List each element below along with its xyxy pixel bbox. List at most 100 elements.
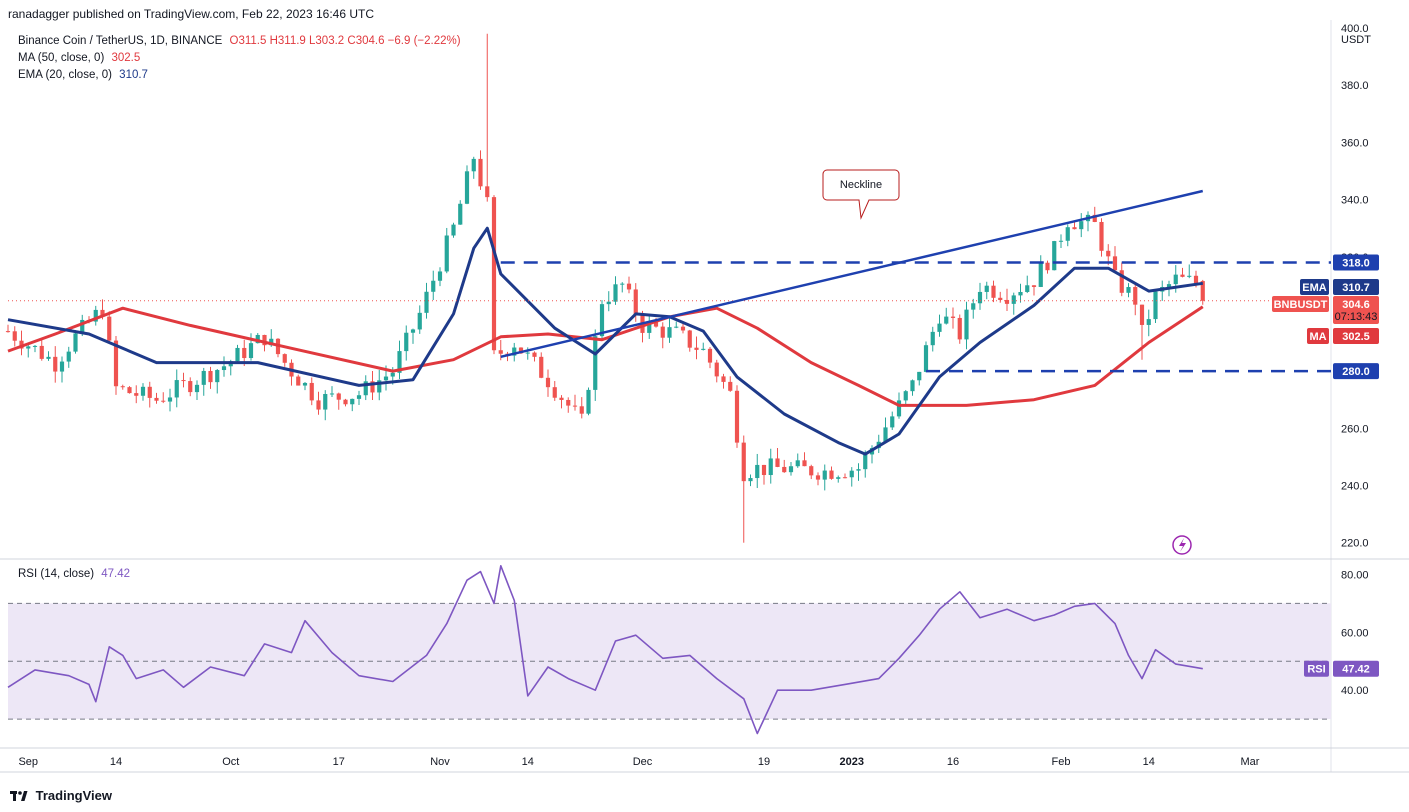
price-tick-label: 380.0 bbox=[1341, 80, 1369, 92]
candle-body bbox=[1146, 319, 1151, 325]
rsi-value: 47.42 bbox=[101, 568, 131, 580]
candle-body bbox=[586, 389, 591, 414]
rsi-legend[interactable]: RSI (14, close) 47.42 bbox=[18, 568, 130, 580]
price-tick-label: 220.0 bbox=[1341, 538, 1369, 550]
candle-body bbox=[201, 370, 206, 385]
candle-body bbox=[620, 283, 625, 285]
candle-body bbox=[120, 386, 125, 388]
candle-body bbox=[370, 381, 375, 393]
candle-body bbox=[181, 380, 186, 382]
ma-legend[interactable]: MA (50, close, 0) 302.5 bbox=[18, 52, 140, 64]
price-tag-value-box bbox=[1333, 296, 1379, 324]
candle-body bbox=[66, 351, 71, 362]
candle-body bbox=[971, 303, 976, 310]
candle-body bbox=[728, 381, 733, 391]
candle-body bbox=[1018, 291, 1023, 296]
candle-body bbox=[923, 345, 929, 372]
rsi-name-tag bbox=[1304, 660, 1329, 677]
candle-body bbox=[336, 393, 341, 400]
candle-body bbox=[1072, 227, 1077, 230]
candle-body bbox=[140, 386, 146, 396]
tradingview-branding[interactable]: TradingView bbox=[10, 788, 112, 803]
candle-body bbox=[566, 399, 571, 406]
candle-body bbox=[431, 280, 436, 292]
ema-legend[interactable]: EMA (20, close, 0) 310.7 bbox=[18, 69, 148, 81]
candle-body bbox=[539, 356, 544, 378]
candle-body bbox=[1187, 275, 1192, 277]
candle-body bbox=[1173, 274, 1178, 285]
candle-body bbox=[32, 345, 38, 347]
candle-body bbox=[552, 387, 557, 398]
time-tick-label: 14 bbox=[1143, 756, 1155, 768]
candle-body bbox=[721, 376, 726, 382]
tradingview-logo-icon bbox=[10, 791, 28, 801]
candle-body bbox=[174, 380, 179, 398]
candle-body bbox=[1025, 285, 1030, 292]
candle-body bbox=[242, 347, 247, 359]
candle-body bbox=[599, 304, 605, 337]
candle-body bbox=[1058, 240, 1064, 242]
candle-body bbox=[957, 317, 962, 340]
candle-body bbox=[80, 319, 85, 334]
candle-body bbox=[950, 316, 956, 318]
lightning-icon[interactable] bbox=[1172, 535, 1192, 555]
candle-body bbox=[674, 326, 679, 328]
candle-body bbox=[1166, 284, 1172, 287]
price-tick-label: 360.0 bbox=[1341, 137, 1369, 149]
candle-body bbox=[417, 312, 422, 330]
candle-body bbox=[1004, 299, 1010, 304]
price-unit-label: USDT bbox=[1341, 34, 1371, 46]
price-tag-name-box bbox=[1300, 279, 1329, 295]
candle-body bbox=[815, 475, 821, 480]
candle-body bbox=[485, 186, 490, 198]
candle-body bbox=[383, 376, 389, 381]
ohlc-values: O311.5 H311.9 L303.2 C304.6 −6.9 (−2.22%… bbox=[229, 35, 461, 47]
time-tick-label: 17 bbox=[333, 756, 345, 768]
price-tag-value: 310.7 bbox=[1342, 282, 1370, 294]
candle-body bbox=[1200, 281, 1205, 301]
candle-body bbox=[323, 393, 328, 410]
time-tick-label: Oct bbox=[222, 756, 239, 768]
candle-body bbox=[100, 309, 105, 317]
candle-body bbox=[167, 397, 173, 402]
candle-body bbox=[12, 331, 17, 341]
candle-body bbox=[660, 326, 665, 338]
candle-body bbox=[424, 291, 429, 313]
candle-body bbox=[1193, 275, 1199, 284]
level-price-tag bbox=[1333, 254, 1379, 271]
candle-body bbox=[154, 397, 159, 401]
price-tick-label: 240.0 bbox=[1341, 481, 1369, 493]
time-tick-label: Feb bbox=[1052, 756, 1071, 768]
candle-body bbox=[302, 382, 308, 386]
candle-body bbox=[917, 371, 922, 381]
price-tag-name: MA bbox=[1309, 331, 1326, 343]
candle-body bbox=[613, 284, 618, 302]
rsi-value-tag bbox=[1333, 660, 1379, 677]
candle-body bbox=[255, 334, 260, 344]
candle-body bbox=[93, 309, 98, 322]
candle-body bbox=[545, 377, 551, 388]
candle-body bbox=[491, 197, 497, 351]
candle-body bbox=[768, 458, 773, 476]
price-tag-name-box bbox=[1307, 328, 1329, 344]
price-tag-name-box bbox=[1272, 296, 1329, 312]
candle-body bbox=[579, 406, 584, 414]
time-tick-label: Sep bbox=[18, 756, 38, 768]
candle-body bbox=[1079, 221, 1084, 230]
symbol-legend[interactable]: Binance Coin / TetherUS, 1D, BINANCE O31… bbox=[18, 35, 461, 47]
candle-body bbox=[984, 285, 989, 292]
candle-body bbox=[1052, 241, 1057, 271]
candle-body bbox=[964, 309, 969, 340]
candle-body bbox=[1153, 291, 1158, 320]
neckline-trendline[interactable] bbox=[500, 189, 1204, 359]
ma50-line bbox=[7, 305, 1204, 407]
candle-body bbox=[194, 384, 200, 393]
candle-body bbox=[262, 334, 267, 346]
neckline-callout bbox=[822, 169, 900, 220]
candle-body bbox=[248, 343, 254, 359]
candle-body bbox=[809, 466, 814, 476]
candle-body bbox=[748, 478, 753, 482]
price-tag-value-box bbox=[1333, 328, 1379, 344]
candle-body bbox=[1126, 287, 1131, 293]
